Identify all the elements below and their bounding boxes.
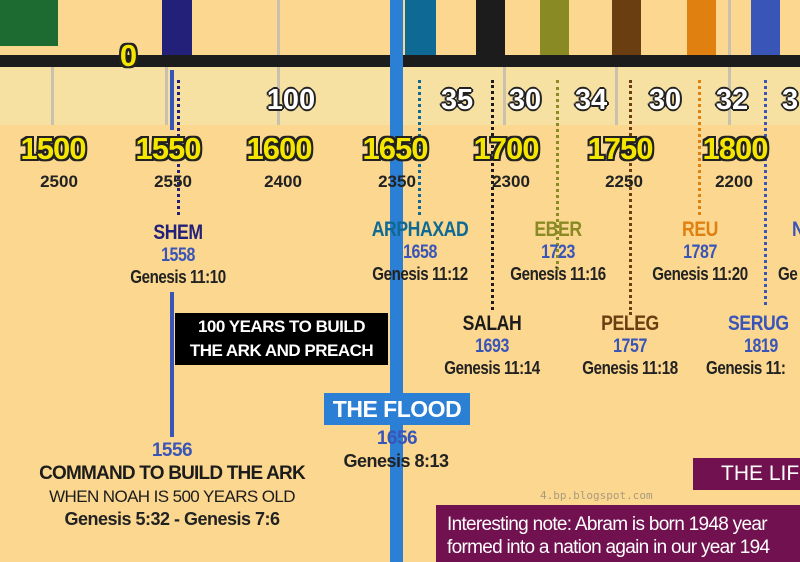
person-ref: Genesis 11: [706,358,786,378]
gap-number: 100 [266,84,316,116]
year-am: 1650 [362,131,429,166]
grey-tick [615,67,618,125]
watermark: 4.bp.blogspot.com [540,489,653,502]
lifespan-bar-shem [162,0,192,56]
person-year: 1658 [403,242,437,263]
person-ref: Genesis 11:12 [372,264,468,284]
grey-tick [728,67,731,125]
dotted-line-reu [698,80,701,215]
person-name: EBER [534,218,582,241]
gap-number: 30 [648,84,682,116]
dotted-line-eber [556,80,559,270]
gap-number: 32 [715,84,749,116]
lifespan-bar-arphaxad [405,0,436,56]
gap-number: 30 [508,84,542,116]
gap-number: 3 [782,84,799,116]
flood-title-box: THE FLOOD [324,393,470,425]
person-name: REU [682,218,718,241]
person-reu: REU 1787 Genesis 11:20 [643,218,757,285]
person-ref: Genesis 11:18 [582,358,678,378]
dotted-line-peleg [629,80,632,315]
year-am: 1750 [587,131,654,166]
top-green-box: dead [0,0,58,46]
lifespan-bar-peleg [612,0,641,56]
person-salah: SALAH 1693 Genesis 11:14 [435,312,549,379]
note-line1: Interesting note: Abram is born 1948 yea… [447,514,768,535]
person-year: 1558 [161,245,195,266]
person-ref: Ge [778,264,798,284]
lifespan-bar-salah [476,0,505,56]
axis-zero-label: 0 [119,38,137,73]
person-name: N [792,218,800,242]
year-bc: 2400 [264,172,302,191]
person-name: ARPHAXAD [371,218,469,241]
grey-tick [277,67,280,125]
year-bc: 2200 [715,172,753,191]
dotted-line-shem [177,80,180,215]
ark-box-line2: THE ARK AND PREACH [189,341,374,360]
person-year [792,242,800,264]
person-serug: SERUG 1819 Genesis 11: [706,312,800,379]
life-section-header: THE LIF [693,458,800,490]
person-eber: EBER 1723 Genesis 11:16 [501,218,615,285]
person-ref: Genesis 11:10 [130,267,226,287]
year-am: 1800 [702,131,769,166]
ark-line [170,70,174,130]
dotted-line-arphaxad [418,80,421,215]
ark-years-box: 100 YEARS TO BUILD THE ARK AND PREACH [175,313,388,365]
person-nahor: N Ge [778,218,800,285]
lifespan-bar-eber [540,0,569,56]
grey-tick [728,0,731,56]
dotted-line-serug [764,80,767,305]
note-line2: formed into a nation again in our year 1… [447,537,770,558]
year-bc: 2550 [154,172,192,191]
year-am: 1550 [135,131,202,166]
year-bc: 2300 [492,172,530,191]
year-am: 1500 [20,131,87,166]
command-year: 1556 [151,440,193,461]
grey-tick [503,67,506,125]
person-name: PELEG [601,312,659,335]
ark-line [170,292,174,437]
person-ref: Genesis 11:20 [652,264,748,284]
year-bc: 2350 [378,172,416,191]
person-year: 1757 [613,336,647,357]
year-am: 1700 [473,131,540,166]
grey-tick [277,0,280,56]
lifespan-bar-reu [687,0,716,56]
year-bc: 2250 [605,172,643,191]
person-year: 1787 [683,242,717,263]
gap-number: 35 [440,84,474,116]
interesting-note-box: Interesting note: Abram is born 1948 yea… [436,505,800,562]
lifespan-bar-serug [751,0,780,56]
person-ref: Genesis 11:14 [444,358,540,378]
grey-tick [165,67,168,125]
person-year: 1723 [541,242,575,263]
flood-ref: Genesis 8:13 [343,451,449,471]
person-year: 1819 [744,336,778,357]
person-name: SHEM [153,221,203,244]
person-ref: Genesis 11:16 [510,264,606,284]
grey-tick [51,67,54,125]
command-ref: Genesis 5:32 - Genesis 7:6 [64,509,280,529]
flood-year: 1656 [376,428,418,449]
person-shem: SHEM 1558 Genesis 11:10 [121,221,235,288]
command-title: COMMAND TO BUILD THE ARK [39,463,306,484]
ark-box-line1: 100 YEARS TO BUILD [197,317,366,336]
person-year: 1693 [475,336,509,357]
gap-number: 34 [574,84,608,116]
dotted-line-salah [491,80,494,310]
year-am: 1600 [246,131,313,166]
life-header-text: THE LIF [721,462,800,485]
person-arphaxad: ARPHAXAD 1658 Genesis 11:12 [362,218,477,285]
person-peleg: PELEG 1757 Genesis 11:18 [573,312,687,379]
command-subtitle: WHEN NOAH IS 500 YEARS OLD [49,487,295,506]
year-bc: 2500 [40,172,78,191]
person-name: SERUG [728,312,789,335]
person-name: SALAH [462,312,522,335]
